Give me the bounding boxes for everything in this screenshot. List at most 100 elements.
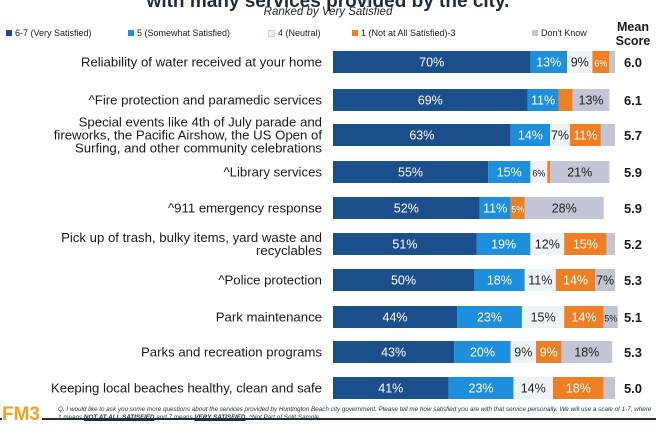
data-label-dont-know: 18% [574, 346, 599, 360]
data-label-somewhat-satisfied: 15% [497, 166, 522, 180]
bar-not-satisfied [592, 51, 610, 73]
bar-neutral [510, 341, 537, 363]
data-label-not-satisfied: 11% [573, 129, 597, 143]
category-label: ^Police protection [218, 273, 322, 288]
chart-subtitle: Ranked by Very Satisfied [263, 6, 393, 18]
data-label-not-satisfied: 18% [566, 382, 591, 396]
legend: 6-7 (Very Satisfied) 5 (Somewhat Satisfi… [6, 26, 598, 42]
bar-not-satisfied [569, 124, 601, 146]
mean-score: 6.0 [624, 55, 642, 70]
legend-item-not-satisfied: 1 (Not at All Satisfied)-3 [352, 28, 456, 38]
category-label: recyclables [256, 243, 322, 258]
mean-score: 5.0 [624, 381, 642, 396]
bar-somewhat-satisfied [488, 161, 531, 183]
data-label-somewhat-satisfied: 19% [491, 238, 516, 252]
data-label-neutral: 12% [535, 238, 560, 252]
bar-neutral [530, 161, 548, 183]
data-label-not-satisfied: 14% [571, 311, 596, 325]
data-label-dont-know: 7% [596, 274, 614, 288]
bar-not-satisfied [510, 197, 525, 219]
data-label-very-satisfied: 43% [381, 346, 406, 360]
category-label: Pick up of trash, bulky items, yard wast… [61, 230, 322, 245]
data-label-not-satisfied: 15% [573, 238, 598, 252]
bar-very-satisfied [333, 377, 449, 399]
legend-item-dont-know: Don't Know [532, 28, 587, 38]
bar-neutral [524, 269, 556, 291]
data-label-somewhat-satisfied: 20% [470, 346, 495, 360]
category-label: ^Fire protection and paramedic services [89, 93, 323, 108]
bar-neutral [567, 51, 593, 73]
bar-somewhat-satisfied [474, 269, 525, 291]
survey-question-footnote: Q. I would like to ask you some more que… [58, 406, 654, 422]
legend-label-somewhat-satisfied: 5 (Somewhat Satisfied) [137, 28, 231, 38]
data-label-very-satisfied: 41% [378, 382, 403, 396]
footnote-text-1: Q. I would like to ask you some more que… [58, 406, 652, 421]
bar-neutral [521, 306, 565, 328]
legend-swatch-somewhat-satisfied [128, 30, 134, 36]
data-label-very-satisfied: 44% [383, 311, 408, 325]
bar-very-satisfied [333, 233, 477, 255]
legend-item-very-satisfied: 6-7 (Very Satisfied) [6, 28, 92, 38]
footnote-text-3: . ^Not Part of Split Sample [245, 414, 320, 421]
data-label-neutral: 7% [551, 129, 569, 143]
data-label-very-satisfied: 63% [409, 129, 434, 143]
data-label-not-satisfied: 14% [563, 274, 588, 288]
data-label-neutral: 14% [521, 382, 546, 396]
bar-dont-know [524, 197, 604, 219]
data-label-neutral: 9% [571, 56, 589, 70]
footnote-underline-1: NOT AT ALL SATISFIED [83, 414, 155, 421]
data-label-somewhat-satisfied: 23% [469, 382, 494, 396]
mean-header-line-1: Mean [617, 20, 649, 34]
mean-score: 5.3 [624, 273, 642, 288]
bar-very-satisfied [333, 197, 480, 219]
legend-label-neutral: 4 (Neutral) [278, 28, 321, 38]
data-label-dont-know: 5% [604, 314, 617, 324]
bar-neutral [530, 233, 565, 255]
bar-very-satisfied [333, 341, 455, 363]
data-label-somewhat-satisfied: 23% [477, 311, 502, 325]
bar-not-satisfied [552, 377, 604, 399]
bar-not-satisfied [555, 269, 596, 291]
bar-neutral [513, 377, 553, 399]
mean-score: 5.9 [624, 165, 642, 180]
data-label-neutral: 15% [531, 311, 556, 325]
bar-very-satisfied [333, 269, 474, 291]
data-label-dont-know: 21% [567, 166, 592, 180]
mean-score: 5.1 [624, 310, 642, 325]
bar-dont-know [561, 341, 613, 363]
data-label-not-satisfied: 5% [511, 205, 524, 215]
legend-label-not-satisfied: 1 (Not at All Satisfied)-3 [361, 28, 456, 38]
category-label: Surfing, and other community celebration… [75, 141, 322, 156]
data-label-very-satisfied: 50% [391, 274, 416, 288]
bar-dont-know [606, 233, 615, 255]
legend-swatch-very-satisfied [6, 30, 12, 36]
data-label-very-satisfied: 51% [392, 238, 417, 252]
bar-dont-know [603, 377, 615, 399]
data-label-very-satisfied: 55% [398, 166, 423, 180]
chart-title: with many services provided by the city. [146, 0, 510, 12]
data-label-dont-know: 28% [552, 202, 577, 216]
bar-neutral [550, 124, 570, 146]
bar-somewhat-satisfied [476, 233, 531, 255]
bar-not-satisfied [547, 161, 551, 183]
mean-score: 5.3 [624, 345, 642, 360]
footnote-text-2: and 7 means [154, 414, 195, 421]
bar-somewhat-satisfied [448, 377, 514, 399]
category-label: ^911 emergency response [168, 201, 322, 216]
data-label-neutral: 11% [528, 274, 552, 288]
bar-somewhat-satisfied [510, 124, 551, 146]
legend-label-dont-know: Don't Know [541, 28, 587, 38]
mean-score: 5.9 [624, 201, 642, 216]
data-label-somewhat-satisfied: 18% [487, 274, 512, 288]
bar-not-satisfied [564, 306, 604, 328]
data-label-very-satisfied: 70% [419, 56, 444, 70]
data-label-not-satisfied: 9% [540, 346, 558, 360]
category-label: Keeping local beaches healthy, clean and… [51, 381, 322, 396]
data-label-neutral: 6% [532, 169, 545, 179]
data-label-somewhat-satisfied: 14% [518, 129, 543, 143]
bar-very-satisfied [333, 306, 458, 328]
legend-item-somewhat-satisfied: 5 (Somewhat Satisfied) [128, 28, 230, 38]
bar-somewhat-satisfied [530, 51, 568, 73]
category-label: Special events like 4th of July parade a… [79, 115, 322, 130]
